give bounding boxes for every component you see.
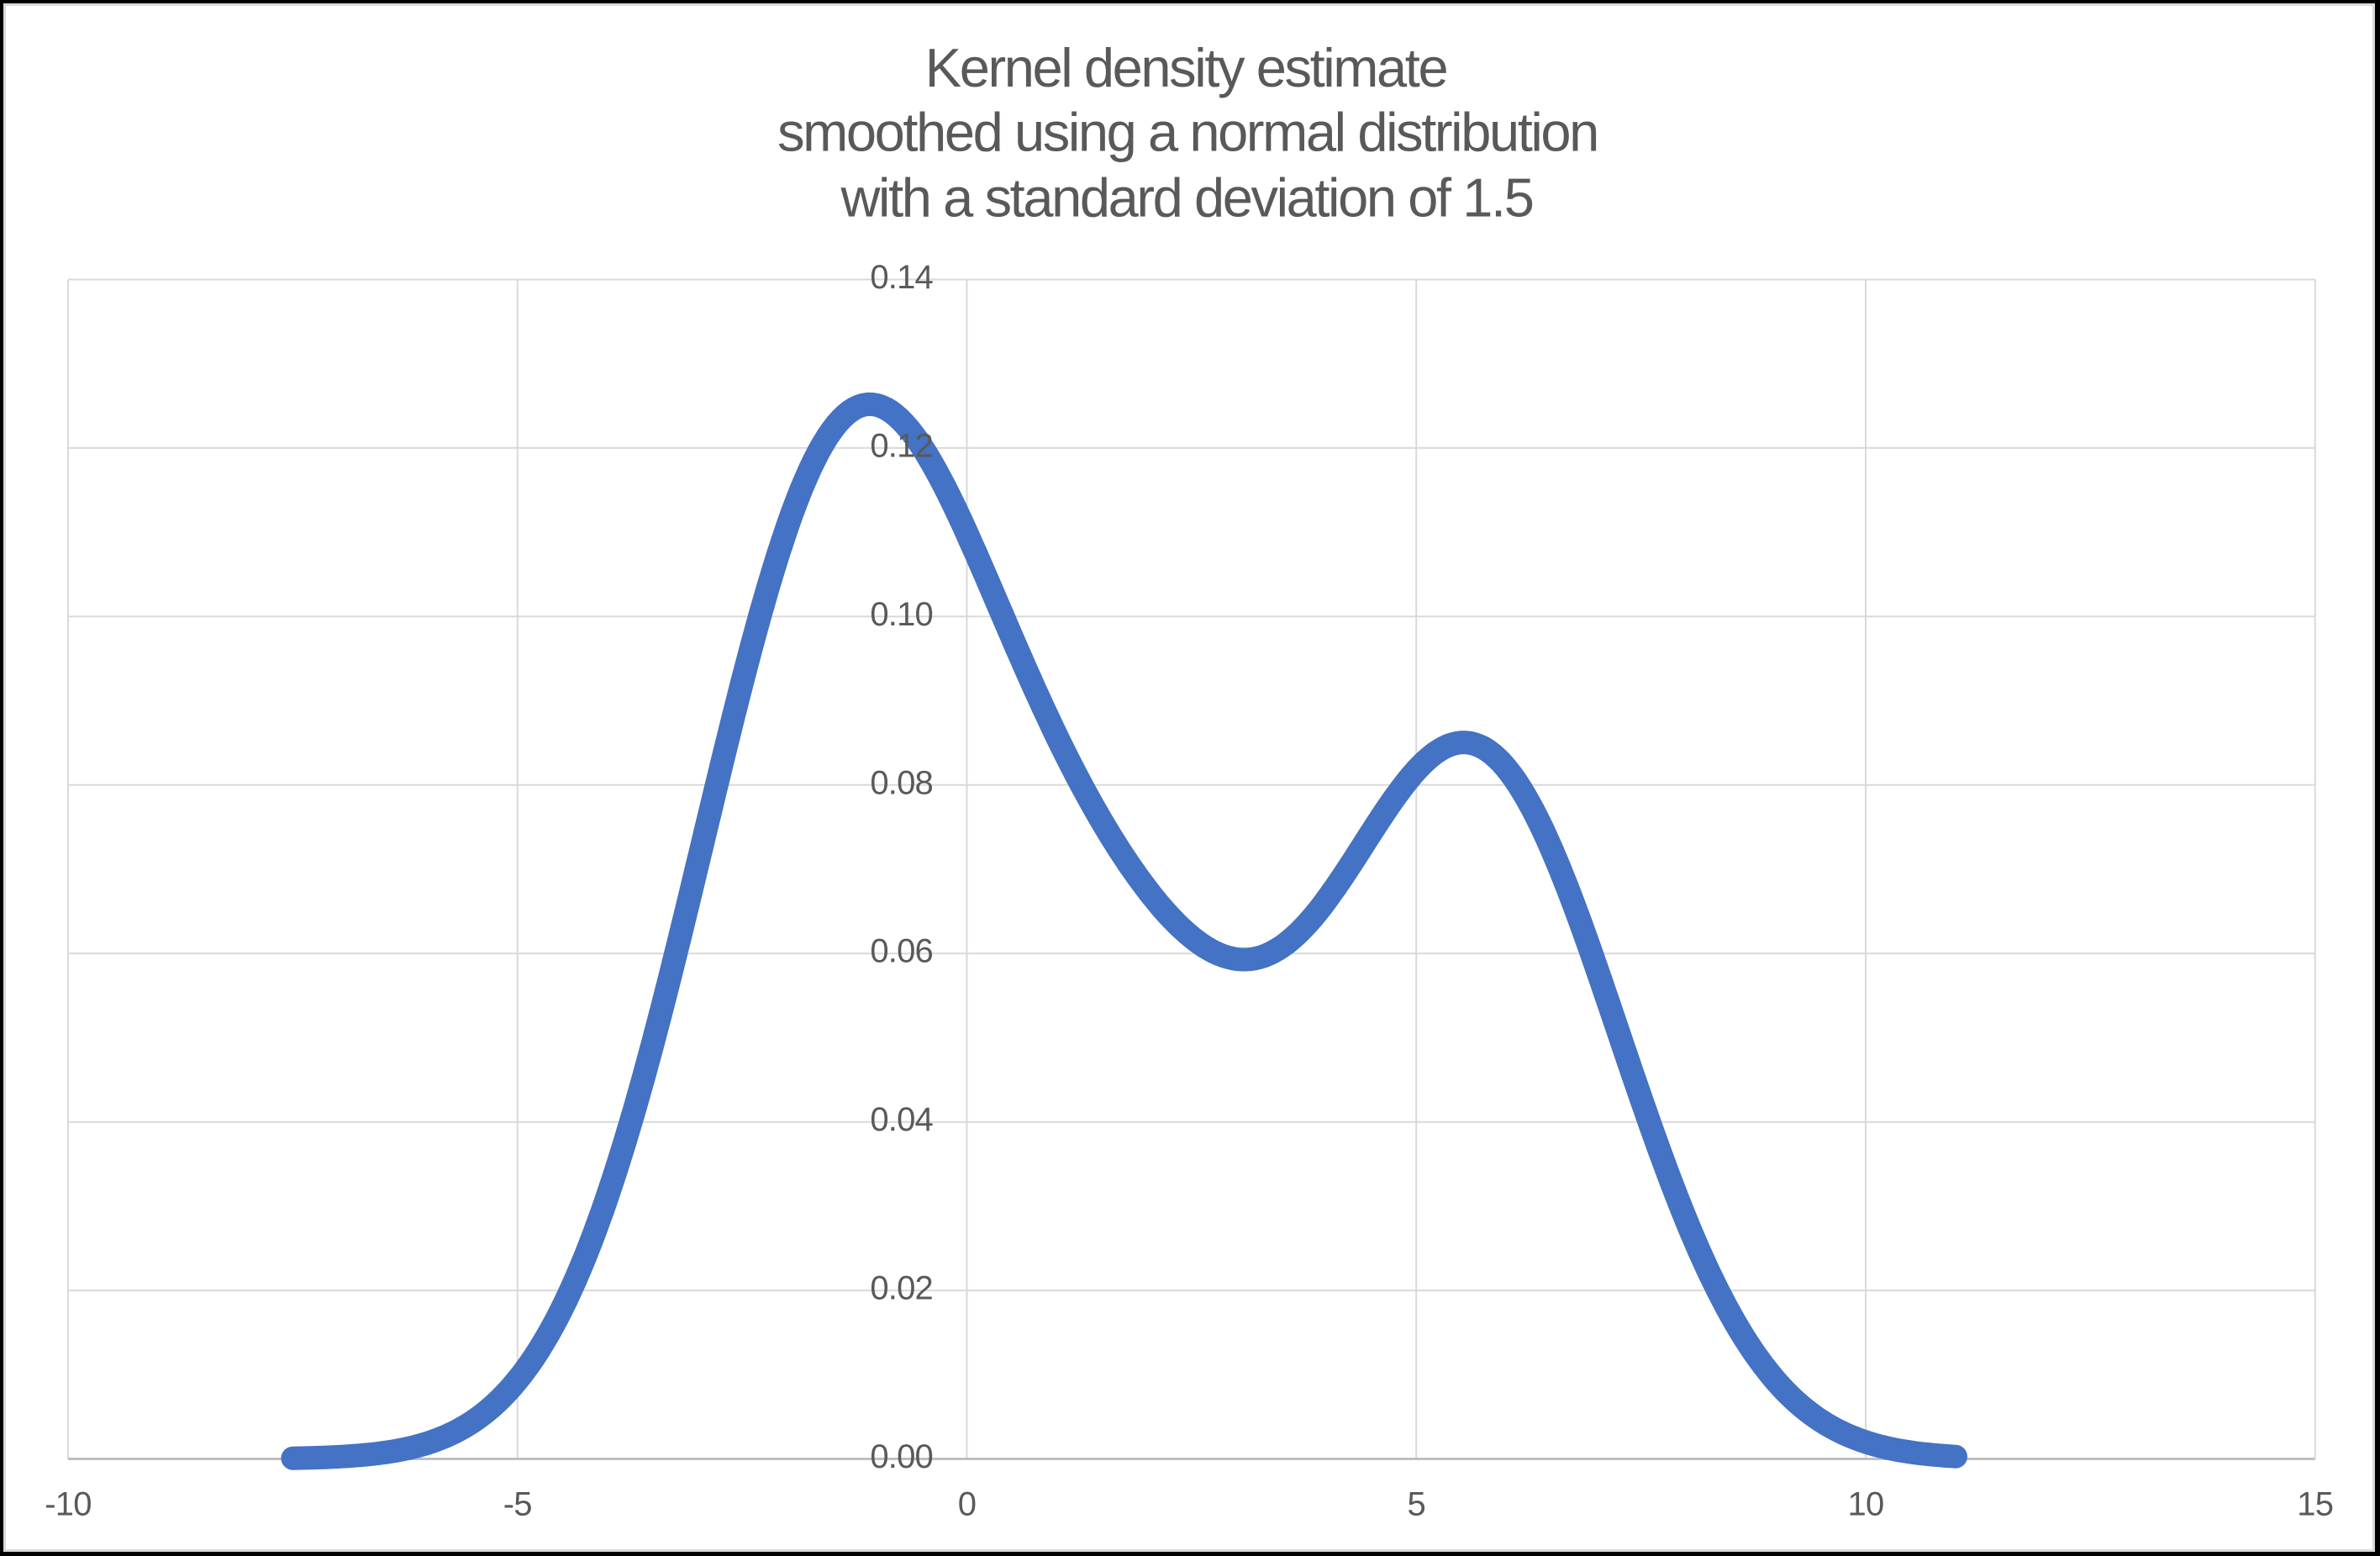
- svg-text:-5: -5: [503, 1486, 532, 1523]
- svg-text:0.14: 0.14: [870, 259, 933, 296]
- svg-text:with a standard deviation of 1: with a standard deviation of 1.5: [840, 167, 1533, 229]
- svg-text:0.04: 0.04: [870, 1101, 933, 1138]
- svg-text:-10: -10: [45, 1486, 91, 1523]
- svg-text:0.08: 0.08: [870, 764, 933, 801]
- svg-text:0.06: 0.06: [870, 933, 933, 970]
- svg-text:15: 15: [2297, 1486, 2333, 1523]
- svg-text:0.10: 0.10: [870, 596, 933, 633]
- svg-text:0.02: 0.02: [870, 1270, 933, 1307]
- svg-text:0.00: 0.00: [870, 1438, 933, 1475]
- svg-text:0: 0: [958, 1486, 976, 1523]
- svg-text:Kernel density estimate: Kernel density estimate: [925, 37, 1447, 98]
- svg-text:0.12: 0.12: [870, 427, 933, 464]
- svg-text:10: 10: [1848, 1486, 1884, 1523]
- svg-text:smoothed using a normal distri: smoothed using a normal distribution: [777, 102, 1598, 163]
- svg-text:5: 5: [1408, 1486, 1425, 1523]
